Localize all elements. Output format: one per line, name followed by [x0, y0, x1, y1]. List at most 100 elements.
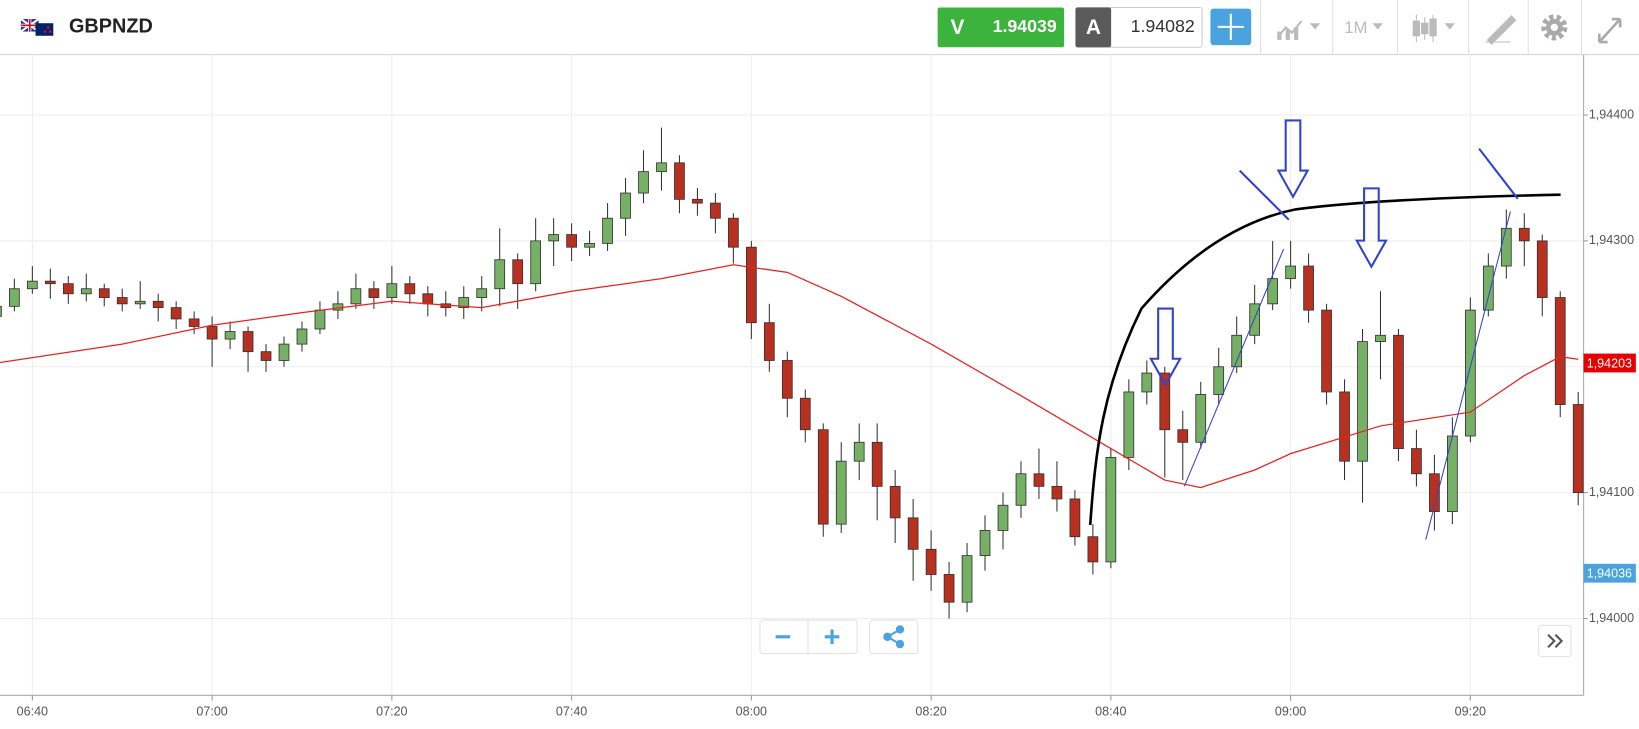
x-tick-label: 07:20 — [376, 704, 407, 718]
candle-body — [458, 297, 470, 309]
candle-body — [1464, 309, 1476, 437]
candle-body — [745, 246, 757, 324]
candle-body — [692, 198, 703, 204]
candle-body — [494, 259, 506, 290]
candle-body — [1105, 456, 1117, 563]
buy-label-bg — [1075, 7, 1112, 48]
x-tick-label: 06:40 — [17, 704, 48, 718]
candle-body — [1195, 394, 1207, 443]
x-tick-label: 08:40 — [1095, 704, 1126, 718]
moving-average — [0, 264, 1579, 489]
x-tick-label: 07:40 — [556, 704, 587, 718]
candle-body — [620, 192, 631, 219]
price-tag — [1583, 353, 1636, 373]
candle-body — [1159, 372, 1171, 431]
candle-body — [170, 307, 182, 320]
x-tick-label: 09:20 — [1455, 704, 1486, 718]
toolbar: GBPNZD V 1.94039 A 1.94082 1M — [0, 0, 1639, 56]
candle-body — [1069, 498, 1081, 538]
candle-body — [1447, 435, 1458, 512]
candle-body — [1213, 366, 1225, 395]
candle-body — [907, 517, 919, 550]
candle-body — [1123, 391, 1135, 458]
x-tick-label: 08:00 — [736, 704, 767, 718]
candle-type-button[interactable] — [1412, 14, 1456, 43]
candle-body — [1572, 404, 1584, 494]
candle-body — [799, 397, 811, 431]
toolbar-bg — [0, 0, 1639, 55]
candle-body — [1177, 429, 1189, 443]
candle-body — [512, 259, 524, 285]
candle-body — [1357, 341, 1368, 462]
share-button[interactable] — [869, 619, 919, 655]
candle-body — [206, 326, 218, 340]
trend-line — [1425, 211, 1511, 540]
timeframe[interactable]: 1M — [1344, 18, 1367, 37]
candle-body — [1141, 372, 1153, 393]
candle-body — [638, 171, 649, 194]
settings-button[interactable] — [1541, 14, 1568, 41]
candle-body — [781, 360, 793, 399]
y-tick-label: 1,94400 — [1589, 107, 1634, 121]
candle-body — [961, 555, 973, 603]
candle-body — [853, 441, 865, 462]
candle-body — [1393, 334, 1404, 450]
sell-button[interactable] — [937, 7, 1065, 48]
chart-type-button[interactable] — [1276, 20, 1321, 40]
candle-body — [1411, 448, 1422, 475]
candle-body — [710, 202, 721, 219]
y-tick-label: 1,94100 — [1589, 485, 1634, 499]
candle-body — [350, 288, 362, 305]
candle-body — [152, 300, 164, 309]
zoom-in[interactable] — [824, 629, 840, 645]
candle-body — [422, 293, 434, 305]
candle-body — [98, 288, 110, 298]
annotations — [1088, 119, 1561, 540]
candle-body — [979, 530, 991, 557]
candle-body — [242, 331, 254, 353]
candle-body — [530, 240, 542, 285]
trend-line — [1183, 248, 1285, 487]
candle-body — [44, 280, 56, 285]
plot-clip — [0, 127, 1584, 619]
arrow — [1149, 307, 1182, 388]
candle-body — [1231, 334, 1243, 368]
candle-body — [26, 280, 38, 290]
candle-body — [314, 309, 326, 330]
candle-body — [1482, 265, 1494, 311]
price-tag-label: 1,94036 — [1587, 567, 1632, 581]
candle-body — [134, 300, 146, 305]
sell-label: V — [951, 16, 965, 39]
candle-body — [188, 318, 200, 327]
y-tick-label: 1,94000 — [1589, 611, 1634, 625]
candle-body — [1554, 297, 1566, 405]
candle-body — [1375, 334, 1386, 343]
candle-body — [62, 283, 74, 295]
candle-body — [925, 548, 937, 575]
candle-body — [1339, 391, 1350, 462]
candle-body — [1500, 227, 1512, 267]
y-tick-label: 1,94300 — [1589, 233, 1634, 247]
draw-tool-button[interactable] — [1485, 15, 1517, 45]
candle-body — [1051, 485, 1063, 500]
candle-body — [871, 441, 883, 487]
sell-price: 1.94039 — [993, 16, 1057, 36]
candle-body — [997, 504, 1009, 531]
candle-body — [817, 429, 829, 525]
x-tick-label: 07:00 — [196, 704, 227, 718]
candle-body — [584, 242, 595, 248]
candle-body — [763, 322, 775, 361]
candle-body — [368, 288, 380, 298]
curve-annotation — [1088, 193, 1561, 526]
candle-body — [1015, 473, 1027, 506]
x-tick-label: 08:20 — [915, 704, 946, 718]
candle-body — [260, 351, 272, 361]
arrow — [1354, 187, 1388, 269]
fullscreen-button[interactable] — [1597, 17, 1622, 44]
price-tag — [1583, 563, 1636, 583]
candle-body — [404, 283, 416, 295]
candle-body — [1321, 309, 1332, 393]
candle-body — [602, 217, 613, 244]
candle-body — [1087, 536, 1099, 563]
